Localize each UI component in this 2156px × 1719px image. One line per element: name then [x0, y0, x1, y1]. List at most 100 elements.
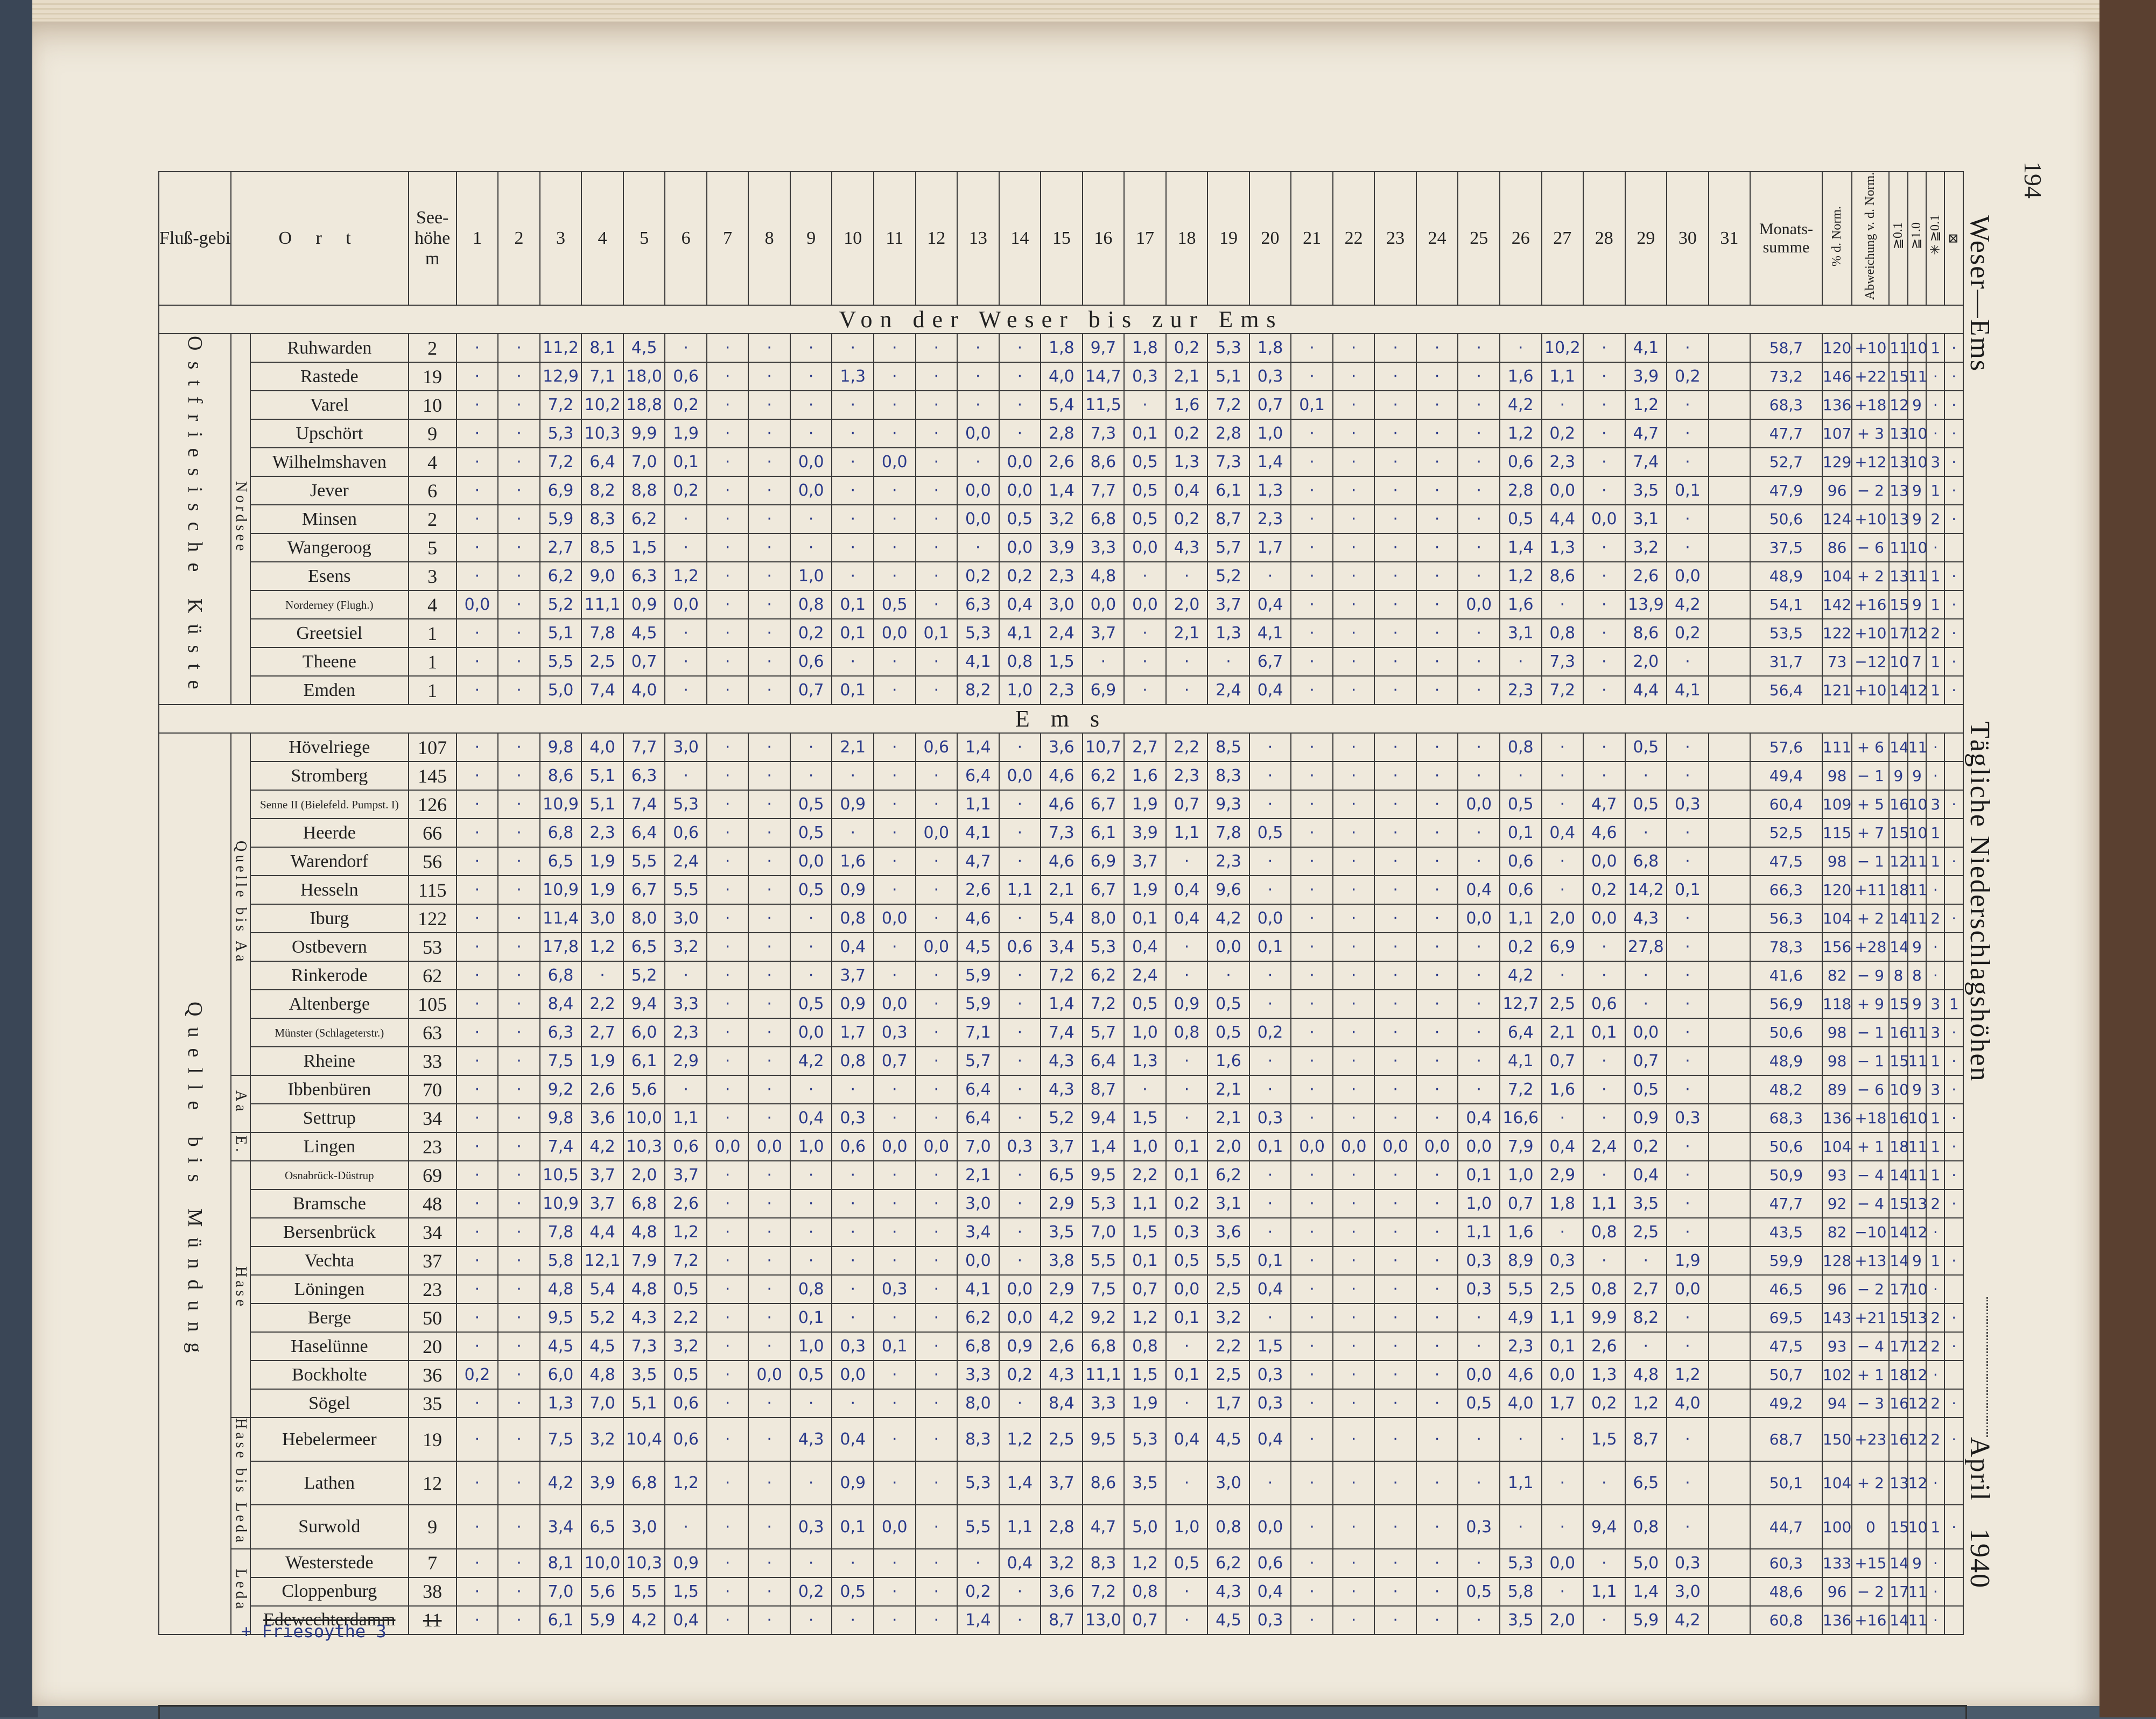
day-value: 8,0 — [957, 1389, 1000, 1419]
day-value: · — [497, 618, 540, 649]
monthly-sum: 48,9 — [1750, 1046, 1823, 1076]
day-value: 0,5 — [1123, 476, 1167, 506]
day-value: 1,0 — [1499, 1160, 1542, 1190]
day-value: · — [1374, 875, 1417, 905]
day-value — [1708, 1046, 1751, 1076]
day-value: 11,1 — [581, 590, 624, 620]
day-value: 5,9 — [957, 961, 1000, 991]
day-value: 3,3 — [1081, 1389, 1125, 1419]
day-value: · — [748, 1417, 791, 1462]
day-value: · — [1457, 476, 1500, 506]
day-value: 7,8 — [539, 1217, 582, 1248]
day-value: · — [1415, 1160, 1459, 1190]
days-ge10: 12 — [1907, 1331, 1927, 1362]
day-value — [1708, 790, 1751, 820]
day-value: · — [497, 1189, 540, 1219]
day-value: 0,3 — [831, 1331, 874, 1362]
day-value: 3,7 — [1123, 847, 1167, 877]
monthly-sum: 60,4 — [1750, 790, 1823, 820]
day-value: · — [455, 1246, 499, 1276]
table-row: Heerde 66 · · 6,8 2,3 6,4 0,6 · · 0,5 · · 0,0 4,1 · 7,3 6… — [159, 818, 1964, 848]
station-elevation: 9 — [408, 1504, 457, 1549]
day-value: 0,0 — [1081, 590, 1125, 620]
pct-of-normal: 104 — [1821, 1461, 1853, 1506]
day-value: 3,0 — [1207, 1461, 1250, 1506]
day-value: · — [664, 533, 707, 563]
day-value: · — [873, 1360, 916, 1390]
day-value: · — [1123, 675, 1167, 706]
day-value: 9,3 — [1207, 790, 1250, 820]
table-row: Bersenbrück 34 · · 7,8 4,4 4,8 1,2 · · · · · · 3,4 · 3,5… — [159, 1217, 1964, 1248]
book-binding — [0, 0, 38, 1717]
day-value: · — [1457, 362, 1500, 392]
day-value: 8,5 — [1207, 732, 1250, 763]
day-value: · — [831, 1075, 874, 1105]
section-outer-label: Quelle bis Mündung — [158, 732, 231, 1635]
day-value: 7,5 — [539, 1417, 582, 1462]
station-elevation: 7 — [408, 1548, 457, 1578]
day-value: · — [1415, 732, 1459, 763]
table-row: Rastede 19 · · 12,9 7,1 18,0 0,6 · · · 1,3 · · · · 4,0 14… — [159, 362, 1964, 392]
monthly-sum: 56,9 — [1750, 989, 1823, 1019]
day-value: 0,0 — [706, 1132, 749, 1162]
day-value: 4,1 — [1499, 1046, 1542, 1076]
day-value: 3,2 — [664, 932, 707, 962]
day-value: 8,3 — [581, 504, 624, 534]
header-row: Fluß-gebiet O r t See-höhe m 12345678910… — [158, 171, 1964, 306]
day-value: 0,8 — [1624, 1504, 1668, 1549]
deviation-from-normal: − 1 — [1851, 1046, 1890, 1076]
day-value: · — [1374, 1389, 1417, 1419]
day-value: 0,3 — [1541, 1246, 1584, 1276]
deviation-from-normal: +10 — [1851, 504, 1890, 534]
day-value: 7,3 — [1541, 647, 1584, 677]
snow-days: 2 — [1926, 618, 1946, 649]
days-ge10: 10 — [1907, 1103, 1927, 1133]
day-value: 0,0 — [957, 419, 1000, 449]
pct-of-normal: 128 — [1821, 1246, 1853, 1276]
day-value: · — [1207, 647, 1250, 677]
day-value: · — [831, 1303, 874, 1333]
days-ge10: 11 — [1907, 1605, 1927, 1635]
header-days-ge10-text: ≧1.0 — [1909, 222, 1924, 250]
day-value: · — [998, 1018, 1042, 1048]
deviation-from-normal: +18 — [1851, 390, 1890, 420]
day-value: · — [1583, 1605, 1626, 1635]
day-value: 0,3 — [1248, 1605, 1292, 1635]
station-name: Vechta — [250, 1246, 409, 1276]
day-value: · — [748, 419, 791, 449]
day-value: 10,3 — [581, 419, 624, 449]
table-row: Surwold 9 · · 3,4 6,5 3,0 · · · 0,3 0,1 0,0 · 5,5 1,1 2,… — [159, 1504, 1964, 1549]
day-value: 0,6 — [915, 732, 958, 763]
snow-days: 1 — [1926, 590, 1946, 620]
day-value: 0,1 — [1290, 390, 1333, 420]
day-value: · — [1457, 932, 1500, 962]
day-value: · — [1415, 590, 1459, 620]
day-value: 3,6 — [1207, 1217, 1250, 1248]
day-value: 3,7 — [664, 1160, 707, 1190]
day-value: 0,7 — [1123, 1605, 1167, 1635]
monthly-sum: 78,3 — [1750, 932, 1823, 962]
header-abweichung-text: Abweichung v. d. Norm. — [1863, 172, 1878, 300]
day-value: · — [873, 1576, 916, 1607]
header-day: 19 — [1207, 171, 1250, 306]
day-value: · — [1332, 1075, 1375, 1105]
deviation-from-normal: + 3 — [1851, 419, 1890, 449]
day-value: · — [455, 561, 499, 591]
day-value — [1708, 675, 1751, 706]
day-value: 0,4 — [1541, 1132, 1584, 1162]
day-value: 1,6 — [831, 847, 874, 877]
day-value: · — [748, 1331, 791, 1362]
day-value: 7,4 — [539, 1132, 582, 1162]
day-value: · — [1583, 590, 1626, 620]
day-value: 3,3 — [1081, 533, 1125, 563]
day-value: · — [873, 1605, 916, 1635]
day-value: · — [1666, 1075, 1709, 1105]
day-value: · — [873, 732, 916, 763]
day-value: 0,0 — [1666, 561, 1709, 591]
header-day: 3 — [539, 171, 582, 306]
day-value: 0,5 — [1165, 1548, 1209, 1578]
day-value: 2,9 — [664, 1046, 707, 1076]
day-value: · — [1332, 1217, 1375, 1248]
station-elevation: 70 — [408, 1075, 457, 1105]
days-ge10: 10 — [1907, 447, 1927, 477]
